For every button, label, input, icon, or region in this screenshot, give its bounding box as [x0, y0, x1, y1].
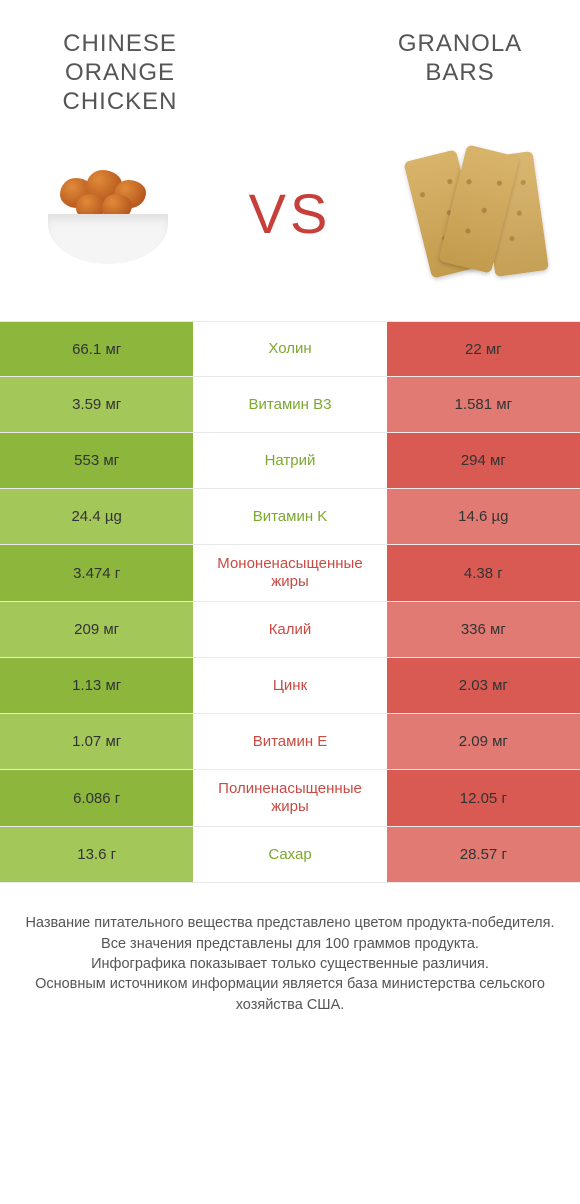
table-row: 1.07 мгВитамин E2.09 мг — [0, 714, 580, 770]
table-row: 6.086 гПолиненасыщенные жиры12.05 г — [0, 770, 580, 827]
table-row: 1.13 мгЦинк2.03 мг — [0, 658, 580, 714]
nutrient-name: Холин — [193, 322, 386, 376]
right-value: 2.03 мг — [387, 658, 580, 713]
nutrient-name: Сахар — [193, 827, 386, 882]
nutrient-name: Витамин K — [193, 489, 386, 544]
vs-label: VS — [249, 181, 332, 246]
left-value: 24.4 µg — [0, 489, 193, 544]
right-value: 14.6 µg — [387, 489, 580, 544]
nutrient-name: Витамин B3 — [193, 377, 386, 432]
left-value: 13.6 г — [0, 827, 193, 882]
left-value: 1.07 мг — [0, 714, 193, 769]
granola-bars-icon — [397, 139, 547, 289]
left-value: 66.1 мг — [0, 322, 193, 376]
footnote-line: Инфографика показывает только существенн… — [20, 954, 560, 974]
left-product-image — [30, 136, 185, 291]
table-row: 24.4 µgВитамин K14.6 µg — [0, 489, 580, 545]
left-value: 553 мг — [0, 433, 193, 488]
right-value: 2.09 мг — [387, 714, 580, 769]
table-row: 66.1 мгХолин22 мг — [0, 321, 580, 377]
footnote: Название питательного вещества представл… — [0, 883, 580, 1014]
left-value: 3.474 г — [0, 545, 193, 601]
nutrient-name: Калий — [193, 602, 386, 657]
table-row: 3.474 гМононенасыщенные жиры4.38 г — [0, 545, 580, 602]
nutrient-name: Цинк — [193, 658, 386, 713]
left-value: 1.13 мг — [0, 658, 193, 713]
right-value: 22 мг — [387, 322, 580, 376]
footnote-line: Основным источником информации является … — [20, 974, 560, 1015]
comparison-header: Chinese Orange Chicken Granola Bars — [0, 0, 580, 126]
table-row: 209 мгКалий336 мг — [0, 602, 580, 658]
right-product-title: Granola Bars — [370, 30, 550, 88]
left-value: 209 мг — [0, 602, 193, 657]
nutrient-name: Мононенасыщенные жиры — [193, 545, 386, 601]
right-value: 28.57 г — [387, 827, 580, 882]
nutrient-name: Натрий — [193, 433, 386, 488]
comparison-table: 66.1 мгХолин22 мг3.59 мгВитамин B31.581 … — [0, 321, 580, 883]
footnote-line: Название питательного вещества представл… — [20, 913, 560, 933]
left-product-title: Chinese Orange Chicken — [30, 30, 210, 116]
nutrient-name: Витамин E — [193, 714, 386, 769]
right-value: 336 мг — [387, 602, 580, 657]
right-value: 1.581 мг — [387, 377, 580, 432]
right-value: 294 мг — [387, 433, 580, 488]
right-value: 4.38 г — [387, 545, 580, 601]
footnote-line: Все значения представлены для 100 граммо… — [20, 934, 560, 954]
left-value: 3.59 мг — [0, 377, 193, 432]
nutrient-name: Полиненасыщенные жиры — [193, 770, 386, 826]
right-product-image — [395, 136, 550, 291]
left-value: 6.086 г — [0, 770, 193, 826]
table-row: 553 мгНатрий294 мг — [0, 433, 580, 489]
right-value: 12.05 г — [387, 770, 580, 826]
images-row: VS — [0, 126, 580, 321]
table-row: 3.59 мгВитамин B31.581 мг — [0, 377, 580, 433]
table-row: 13.6 гСахар28.57 г — [0, 827, 580, 883]
orange-chicken-icon — [38, 164, 178, 264]
